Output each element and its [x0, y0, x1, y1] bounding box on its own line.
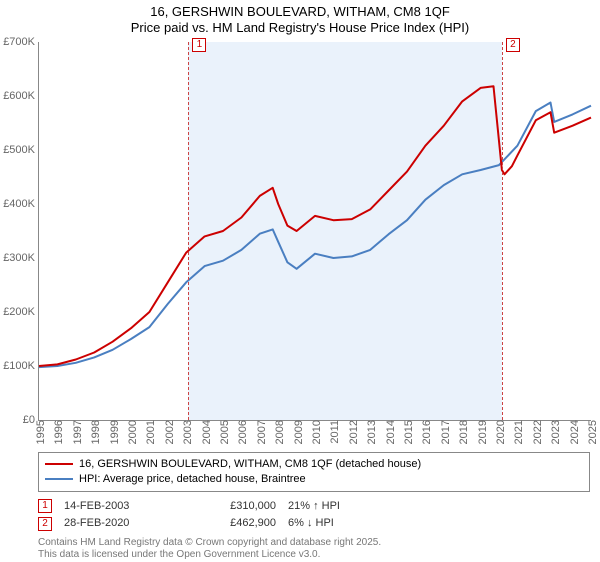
x-tick-label: 2014 — [385, 420, 397, 444]
tx-date: 14-FEB-2003 — [64, 498, 174, 516]
x-tick-label: 2015 — [403, 420, 415, 444]
x-tick-label: 2020 — [495, 420, 507, 444]
chart-plot-area: £0£100K£200K£300K£400K£500K£600K£700K199… — [38, 42, 591, 421]
x-tick-label: 1997 — [72, 420, 84, 444]
tx-date: 28-FEB-2020 — [64, 515, 174, 533]
title-block: 16, GERSHWIN BOULEVARD, WITHAM, CM8 1QF … — [0, 0, 600, 37]
y-tick-label: £400K — [3, 198, 39, 210]
legend-label: 16, GERSHWIN BOULEVARD, WITHAM, CM8 1QF … — [79, 457, 421, 472]
legend-swatch — [45, 478, 73, 480]
series-hpi — [39, 103, 591, 368]
x-tick-label: 2012 — [348, 420, 360, 444]
x-tick-label: 2000 — [127, 420, 139, 444]
table-row: 2 28-FEB-2020 £462,900 6% ↓ HPI — [38, 515, 590, 533]
legend-swatch — [45, 463, 73, 465]
legend: 16, GERSHWIN BOULEVARD, WITHAM, CM8 1QF … — [38, 452, 590, 492]
x-tick-label: 2009 — [293, 420, 305, 444]
legend-block: 16, GERSHWIN BOULEVARD, WITHAM, CM8 1QF … — [38, 452, 590, 562]
y-tick-label: £500K — [3, 144, 39, 156]
x-tick-label: 2006 — [237, 420, 249, 444]
x-tick-label: 2019 — [477, 420, 489, 444]
x-tick-label: 1999 — [109, 420, 121, 444]
marker-number: 1 — [192, 38, 206, 52]
marker-number: 2 — [506, 38, 520, 52]
x-tick-label: 2003 — [182, 420, 194, 444]
x-tick-label: 2010 — [311, 420, 323, 444]
chart-svg — [39, 42, 591, 420]
x-tick-label: 2004 — [201, 420, 213, 444]
y-tick-label: £200K — [3, 306, 39, 318]
x-tick-label: 2007 — [256, 420, 268, 444]
legend-row: HPI: Average price, detached house, Brai… — [45, 472, 583, 487]
x-tick-label: 1995 — [35, 420, 47, 444]
title-subtitle: Price paid vs. HM Land Registry's House … — [0, 20, 600, 36]
table-row: 1 14-FEB-2003 £310,000 21% ↑ HPI — [38, 498, 590, 516]
chart-container: 16, GERSHWIN BOULEVARD, WITHAM, CM8 1QF … — [0, 0, 600, 560]
x-tick-label: 2021 — [513, 420, 525, 444]
y-tick-label: £600K — [3, 90, 39, 102]
tx-price: £310,000 — [186, 498, 276, 516]
marker-number: 1 — [38, 499, 52, 513]
x-tick-label: 2013 — [366, 420, 378, 444]
marker-number: 2 — [38, 517, 52, 531]
footer-line: Contains HM Land Registry data © Crown c… — [38, 537, 590, 550]
y-tick-label: £100K — [3, 360, 39, 372]
x-tick-label: 2008 — [274, 420, 286, 444]
legend-row: 16, GERSHWIN BOULEVARD, WITHAM, CM8 1QF … — [45, 457, 583, 472]
x-tick-label: 2005 — [219, 420, 231, 444]
x-tick-label: 2016 — [421, 420, 433, 444]
x-tick-label: 2001 — [145, 420, 157, 444]
x-tick-label: 2018 — [458, 420, 470, 444]
y-tick-label: £300K — [3, 252, 39, 264]
x-tick-label: 2025 — [587, 420, 599, 444]
x-tick-label: 2022 — [532, 420, 544, 444]
transactions-table: 1 14-FEB-2003 £310,000 21% ↑ HPI 2 28-FE… — [38, 498, 590, 533]
x-tick-label: 2017 — [440, 420, 452, 444]
tx-price: £462,900 — [186, 515, 276, 533]
x-tick-label: 2011 — [329, 420, 341, 444]
footer-line: This data is licensed under the Open Gov… — [38, 549, 590, 562]
x-tick-label: 1998 — [90, 420, 102, 444]
x-tick-label: 2002 — [164, 420, 176, 444]
x-tick-label: 2024 — [569, 420, 581, 444]
tx-pct: 21% ↑ HPI — [288, 498, 398, 516]
series-property — [39, 86, 591, 366]
x-tick-label: 1996 — [53, 420, 65, 444]
y-tick-label: £700K — [3, 36, 39, 48]
legend-label: HPI: Average price, detached house, Brai… — [79, 472, 306, 487]
x-tick-label: 2023 — [550, 420, 562, 444]
marker-vline — [188, 42, 189, 420]
footer: Contains HM Land Registry data © Crown c… — [38, 537, 590, 562]
marker-vline — [502, 42, 503, 420]
tx-pct: 6% ↓ HPI — [288, 515, 398, 533]
title-address: 16, GERSHWIN BOULEVARD, WITHAM, CM8 1QF — [0, 4, 600, 20]
